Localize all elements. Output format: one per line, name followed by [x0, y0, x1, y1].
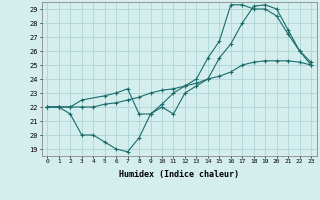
X-axis label: Humidex (Indice chaleur): Humidex (Indice chaleur) — [119, 170, 239, 179]
